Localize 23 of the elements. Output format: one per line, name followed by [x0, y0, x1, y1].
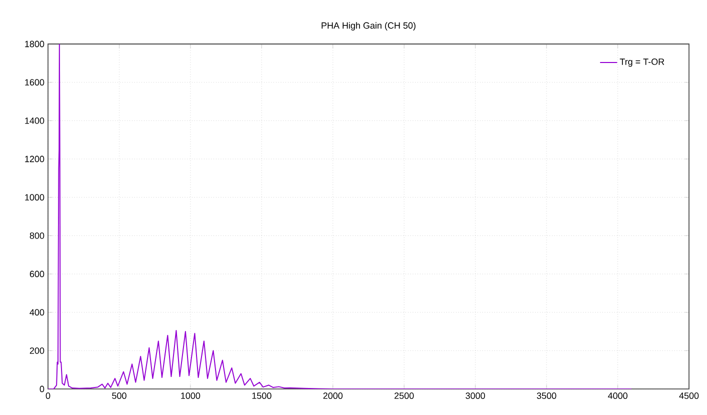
x-tick-label: 4500 — [679, 392, 699, 399]
x-tick-label: 2500 — [394, 392, 414, 399]
y-tick-label: 400 — [30, 309, 44, 316]
y-tick-label: 1800 — [25, 40, 44, 48]
y-tick-label: 0 — [40, 386, 44, 392]
x-tick-label: 2000 — [323, 392, 343, 399]
y-tick-label: 1200 — [25, 156, 44, 162]
chart-title: PHA High Gain (CH 50) — [322, 22, 416, 30]
y-tick-label: 1000 — [25, 194, 44, 201]
x-tick-label: 500 — [112, 392, 126, 399]
x-tick-label: 4000 — [608, 392, 628, 399]
y-tick-label: 200 — [30, 347, 44, 354]
x-tick-label: 1500 — [252, 392, 272, 399]
legend-label: Trg = T-OR — [620, 58, 664, 67]
x-tick-label: 3500 — [536, 392, 556, 399]
y-tick-label: 1400 — [25, 117, 44, 124]
line-series — [48, 44, 632, 389]
x-tick-label: 0 — [46, 392, 50, 399]
y-tick-label: 800 — [30, 232, 44, 239]
x-tick-label: 3000 — [466, 392, 485, 399]
y-tick-label: 1600 — [25, 79, 44, 86]
y-tick-label: 600 — [30, 270, 44, 278]
x-tick-label: 1000 — [181, 392, 200, 399]
